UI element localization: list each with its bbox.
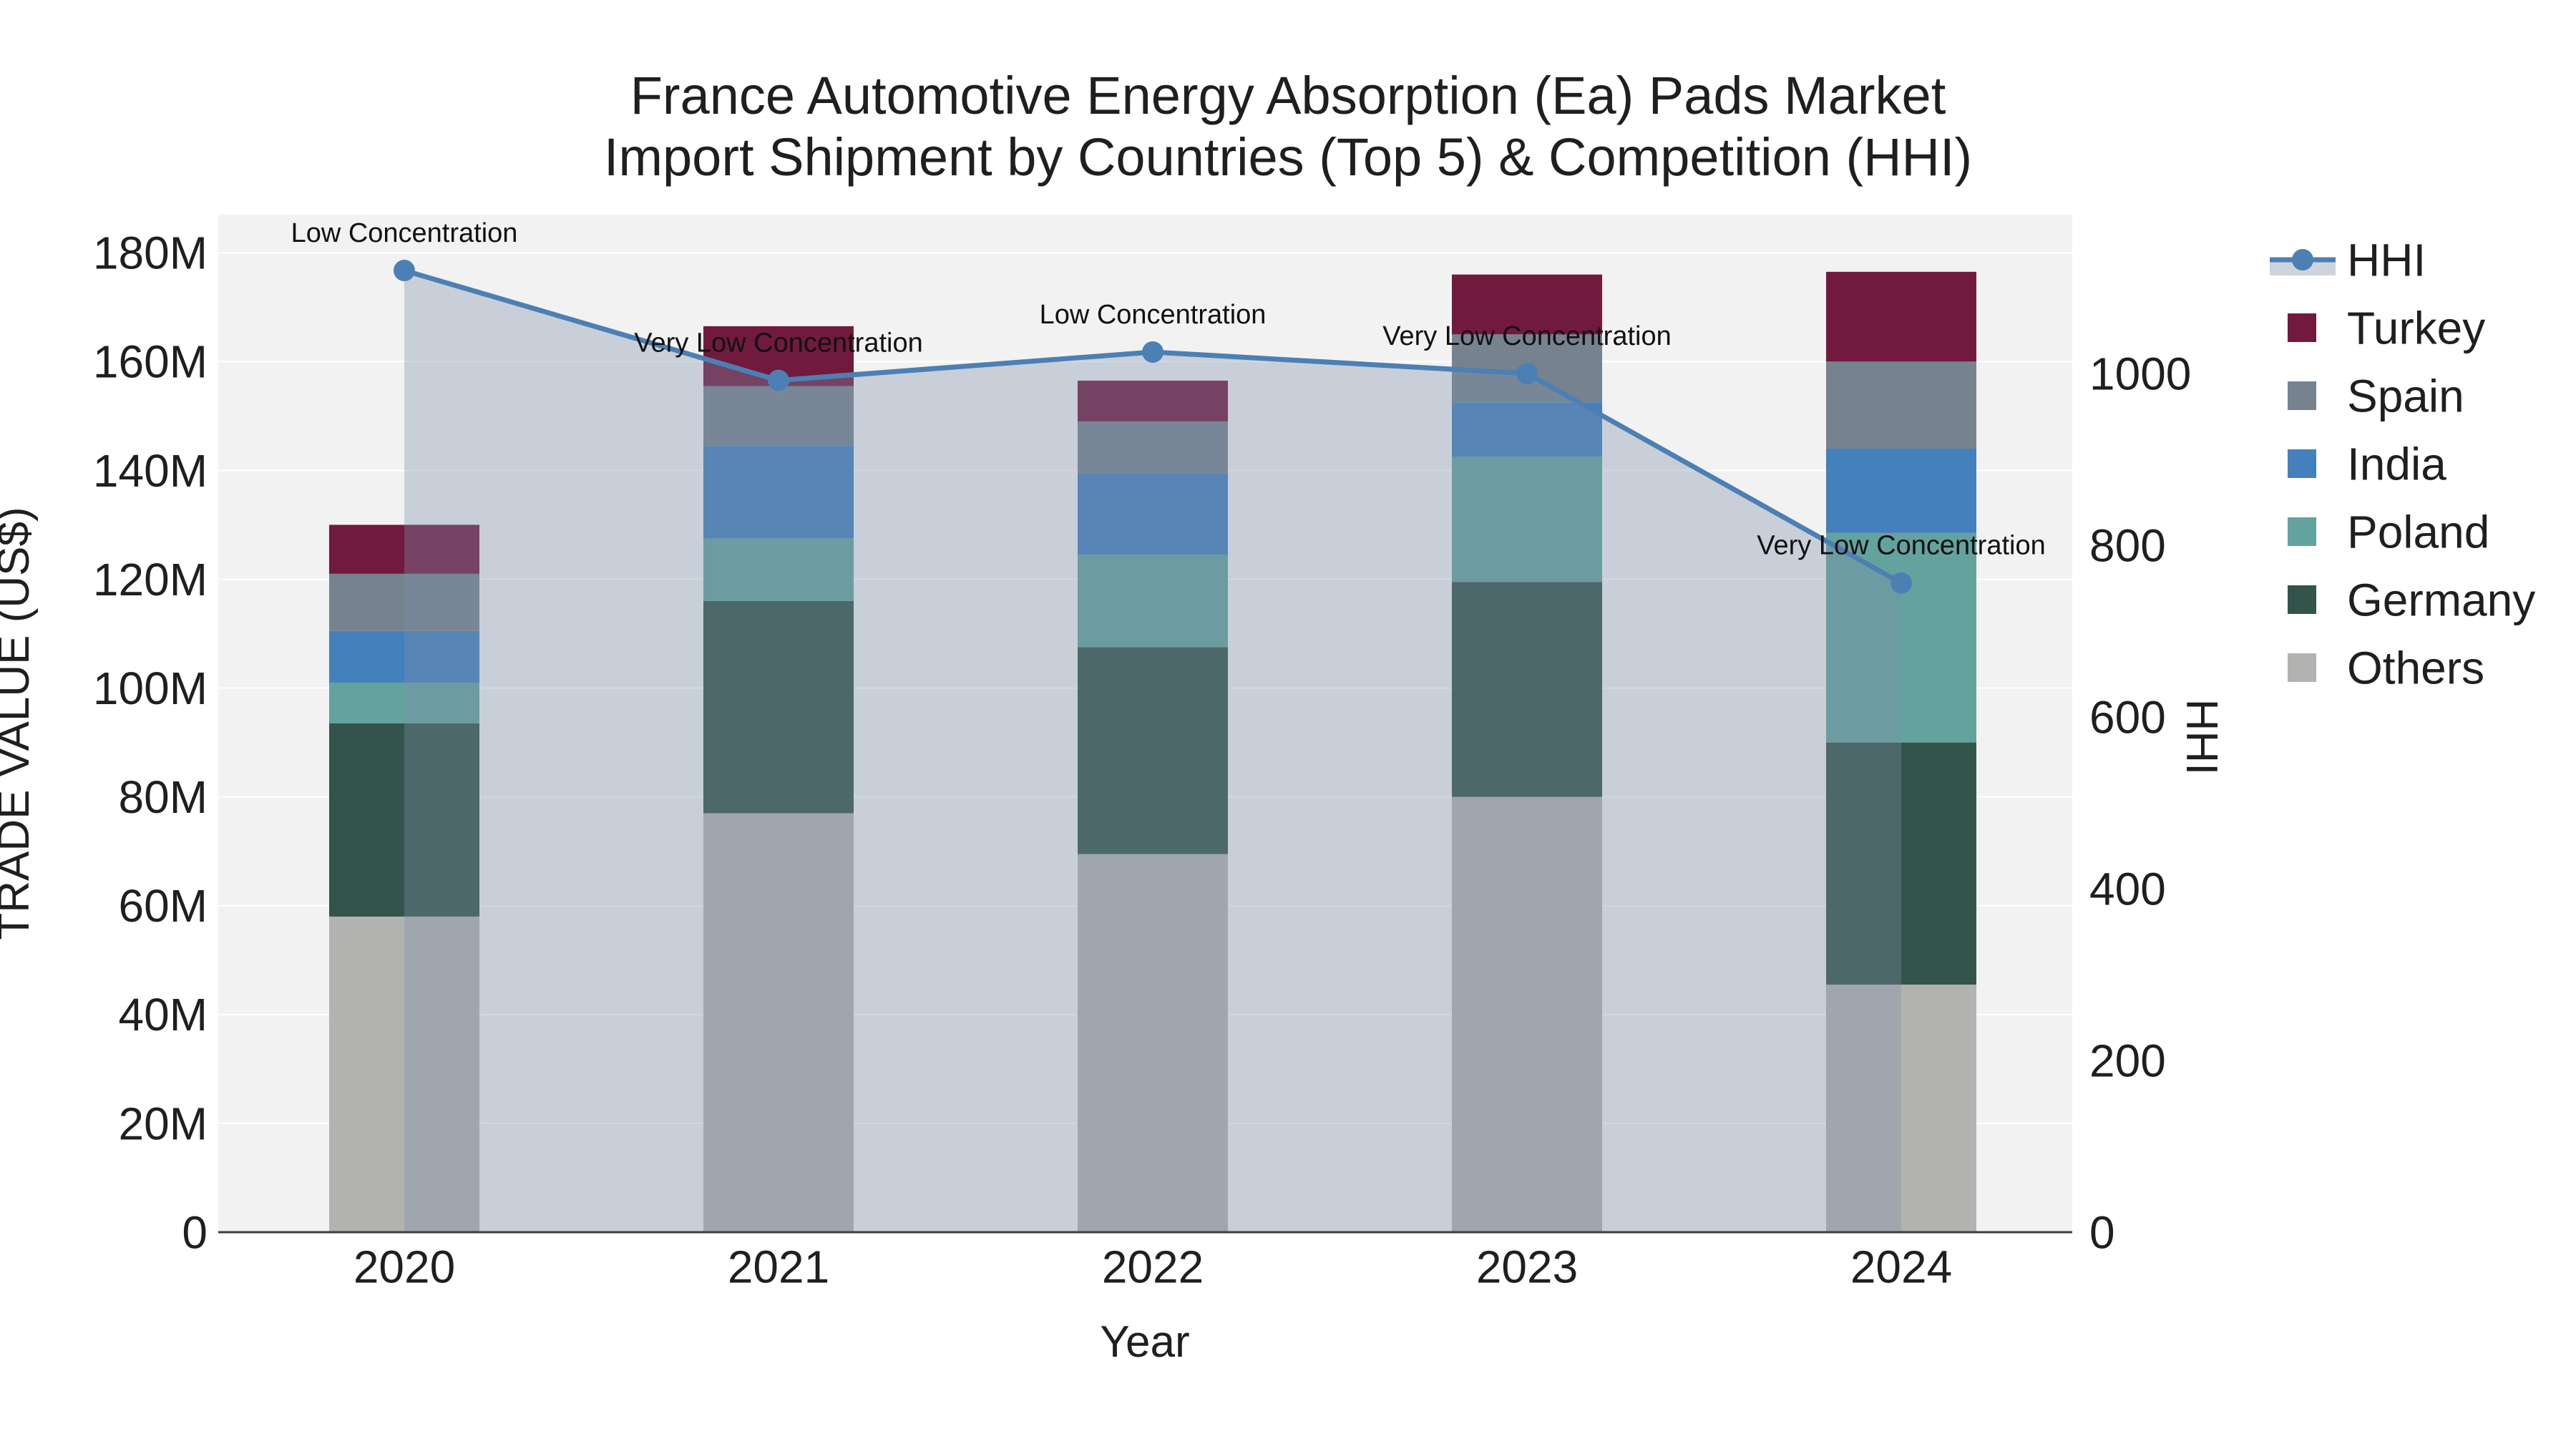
bar-segment-2023-others[interactable]: [1452, 796, 1602, 1232]
legend-hhi-marker: [2292, 249, 2313, 270]
annotation-2020: Low Concentration: [291, 218, 518, 248]
annotation-2024: Very Low Concentration: [1757, 531, 2045, 561]
bar-segment-2024-turkey[interactable]: [1826, 271, 1976, 362]
legend-swatch-poland: [2288, 517, 2316, 546]
legend-label: Turkey: [2347, 302, 2485, 353]
bar-segment-2020-turkey[interactable]: [329, 525, 479, 574]
x-tick-label-2023: 2023: [1476, 1241, 1578, 1292]
bar-segment-2020-poland[interactable]: [329, 682, 479, 723]
bar-segment-2024-germany[interactable]: [1826, 742, 1976, 985]
bar-segment-2021-poland[interactable]: [703, 538, 854, 601]
y-left-tick-label: 40M: [119, 989, 208, 1040]
bar-segment-2020-india[interactable]: [329, 630, 479, 683]
y-left-tick-label: 0: [182, 1206, 208, 1258]
x-tick-label-2024: 2024: [1850, 1241, 1952, 1292]
y-right-tick-label: 400: [2089, 863, 2166, 914]
bar-segment-2023-turkey[interactable]: [1452, 274, 1602, 335]
bars-layer: [329, 271, 1976, 1232]
legend-item-india[interactable]: India: [2288, 438, 2446, 489]
legend-item-spain[interactable]: Spain: [2288, 370, 2464, 421]
y-right-axis-title: HHI: [2177, 699, 2226, 776]
legend-swatch-others: [2288, 653, 2316, 682]
hhi-marker-2020[interactable]: [394, 260, 415, 281]
y-left-tick-label: 20M: [119, 1098, 208, 1149]
legend: HHI Turkey Spain India Poland Germany Others: [2270, 234, 2535, 693]
bar-segment-2023-germany[interactable]: [1452, 582, 1602, 797]
legend-swatch-india: [2288, 449, 2316, 478]
x-tick-label-2020: 2020: [353, 1241, 455, 1292]
y-right-tick-label: 200: [2089, 1035, 2166, 1086]
bar-segment-2023-poland[interactable]: [1452, 457, 1602, 582]
tick-label-layer: 0 20M 40M 60M 80M 100M 120M 140M 160M 180M 0 200 400…: [93, 228, 2191, 1293]
y-left-tick-label: 140M: [93, 445, 208, 497]
legend-item-poland[interactable]: Poland: [2288, 506, 2489, 557]
annotation-2022: Low Concentration: [1040, 300, 1267, 330]
bar-segment-2024-india[interactable]: [1826, 448, 1976, 533]
y-left-tick-label: 100M: [93, 663, 208, 714]
bar-segment-2021-spain[interactable]: [703, 386, 854, 447]
legend-item-others[interactable]: Others: [2288, 642, 2484, 693]
hhi-marker-2021[interactable]: [768, 369, 789, 391]
bar-segment-2022-spain[interactable]: [1078, 421, 1228, 474]
y-left-tick-label: 60M: [119, 880, 208, 932]
x-tick-label-2022: 2022: [1102, 1241, 1204, 1292]
chart-title-line2: Import Shipment by Countries (Top 5) & C…: [604, 127, 1972, 187]
legend-item-hhi[interactable]: HHI: [2270, 234, 2426, 286]
bar-segment-2022-others[interactable]: [1078, 854, 1228, 1232]
legend-label: Germany: [2347, 574, 2535, 625]
y-left-tick-label: 80M: [119, 771, 208, 823]
bar-segment-2020-germany[interactable]: [329, 723, 479, 917]
y-right-tick-label: 0: [2089, 1206, 2115, 1258]
hhi-area-layer: [404, 270, 1901, 1232]
y-right-tick-label: 600: [2089, 691, 2166, 743]
hhi-line-layer: [394, 260, 1912, 594]
y-right-tick-label: 800: [2089, 519, 2166, 571]
hhi-marker-2022[interactable]: [1142, 341, 1163, 363]
legend-swatch-germany: [2288, 585, 2316, 614]
annotation-2023: Very Low Concentration: [1382, 321, 1671, 351]
y-left-tick-label: 160M: [93, 336, 208, 388]
y-left-axis-title: TRADE VALUE (US$): [0, 507, 39, 940]
bar-segment-2022-poland[interactable]: [1078, 555, 1228, 648]
y-right-tick-label: 1000: [2089, 348, 2191, 399]
legend-label: Others: [2347, 642, 2484, 693]
legend-label: HHI: [2347, 234, 2426, 286]
annotation-2021: Very Low Concentration: [634, 328, 922, 358]
annotation-layer: Low Concentration Very Low Concentration L…: [291, 218, 2046, 561]
bar-segment-2023-india[interactable]: [1452, 402, 1602, 457]
bar-segment-2022-germany[interactable]: [1078, 647, 1228, 854]
bar-segment-2021-india[interactable]: [703, 446, 854, 539]
bar-segment-2020-others[interactable]: [329, 916, 479, 1232]
bar-segment-2022-india[interactable]: [1078, 473, 1228, 555]
legend-item-turkey[interactable]: Turkey: [2288, 302, 2485, 353]
hhi-area-fill: [404, 270, 1901, 1232]
legend-item-germany[interactable]: Germany: [2288, 574, 2535, 625]
hhi-marker-2024[interactable]: [1890, 572, 1912, 594]
y-left-tick-label: 120M: [93, 554, 208, 605]
bar-segment-2022-turkey[interactable]: [1078, 380, 1228, 421]
legend-label: Poland: [2347, 506, 2489, 557]
chart-title-line1: France Automotive Energy Absorption (Ea)…: [630, 66, 1946, 125]
hhi-marker-2023[interactable]: [1516, 363, 1538, 384]
legend-label: India: [2347, 438, 2446, 489]
bar-segment-2021-others[interactable]: [703, 813, 854, 1232]
bar-segment-2024-others[interactable]: [1826, 985, 1976, 1232]
legend-label: Spain: [2347, 370, 2464, 421]
bar-segment-2024-poland[interactable]: [1826, 532, 1976, 743]
x-tick-label-2021: 2021: [728, 1241, 829, 1292]
bar-segment-2020-spain[interactable]: [329, 573, 479, 631]
legend-swatch-turkey: [2288, 313, 2316, 342]
legend-swatch-spain: [2288, 381, 2316, 410]
bar-segment-2024-spain[interactable]: [1826, 361, 1976, 449]
y-left-tick-label: 180M: [93, 228, 208, 279]
bar-segment-2021-germany[interactable]: [703, 600, 854, 814]
x-axis-title: Year: [1100, 1317, 1189, 1367]
